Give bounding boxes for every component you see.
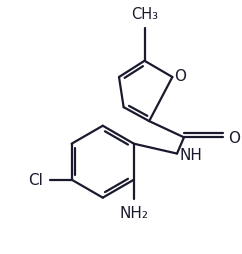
Text: O: O: [174, 69, 186, 84]
Text: Cl: Cl: [28, 172, 43, 187]
Text: NH₂: NH₂: [119, 205, 148, 220]
Text: CH₃: CH₃: [131, 7, 159, 22]
Text: O: O: [228, 130, 241, 145]
Text: NH: NH: [180, 147, 203, 162]
